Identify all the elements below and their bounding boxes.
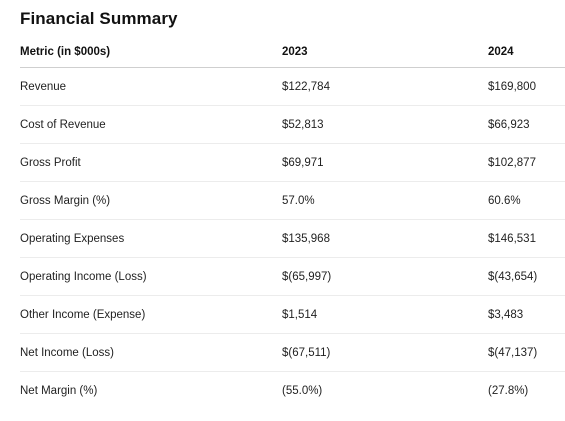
metric-cell: Operating Income (Loss) [20,257,282,296]
table-row: Net Income (Loss) $(67,511) $(47,137) [20,333,565,372]
value-2023-cell: $52,813 [282,105,488,144]
value-2024-cell: 60.6% [488,181,565,220]
table-row: Revenue $122,784 $169,800 [20,67,565,106]
metric-cell: Cost of Revenue [20,105,282,144]
table-row: Other Income (Expense) $1,514 $3,483 [20,295,565,334]
metric-cell: Net Income (Loss) [20,333,282,372]
value-2023-cell: $(67,511) [282,333,488,372]
metric-cell: Gross Profit [20,143,282,182]
value-2024-cell: (27.8%) [488,384,529,397]
table-row: Operating Expenses $135,968 $146,531 [20,219,565,258]
value-2023-cell: 57.0% [282,181,488,220]
table-row: Net Margin (%) (55.0%) (27.8%) [20,372,565,410]
table-row: Operating Income (Loss) $(65,997) $(43,6… [20,257,565,296]
value-2023-cell: (55.0%) [282,384,323,397]
value-2023-cell: $(65,997) [282,257,488,296]
table-body: Revenue $122,784 $169,800 Cost of Revenu… [20,67,565,410]
value-2024-cell: $102,877 [488,143,565,182]
table-header: Metric (in $000s) 2023 2024 [20,36,565,68]
value-2023-cell: $122,784 [282,67,488,106]
metric-cell: Revenue [20,67,282,106]
metric-cell: Gross Margin (%) [20,181,282,220]
metric-cell: Net Margin (%) [20,384,98,397]
value-2024-cell: $3,483 [488,295,565,334]
value-2023-cell: $69,971 [282,143,488,182]
value-2024-cell: $169,800 [488,67,565,106]
table-row: Gross Profit $69,971 $102,877 [20,143,565,182]
metric-cell: Other Income (Expense) [20,295,282,334]
page-title: Financial Summary [20,9,178,28]
table-row: Cost of Revenue $52,813 $66,923 [20,105,565,144]
value-2024-cell: $66,923 [488,105,565,144]
financial-table: Metric (in $000s) 2023 2024 Revenue $122… [20,36,565,409]
table-row: Gross Margin (%) 57.0% 60.6% [20,181,565,220]
value-2024-cell: $(47,137) [488,333,565,372]
column-header-2023: 2023 [282,36,488,68]
metric-cell: Operating Expenses [20,219,282,258]
value-2024-cell: $146,531 [488,219,565,258]
column-header-metric: Metric (in $000s) [20,36,282,68]
value-2023-cell: $1,514 [282,295,488,334]
value-2024-cell: $(43,654) [488,257,565,296]
value-2023-cell: $135,968 [282,219,488,258]
column-header-2024: 2024 [488,36,565,68]
header-row: Metric (in $000s) 2023 2024 [20,36,565,68]
